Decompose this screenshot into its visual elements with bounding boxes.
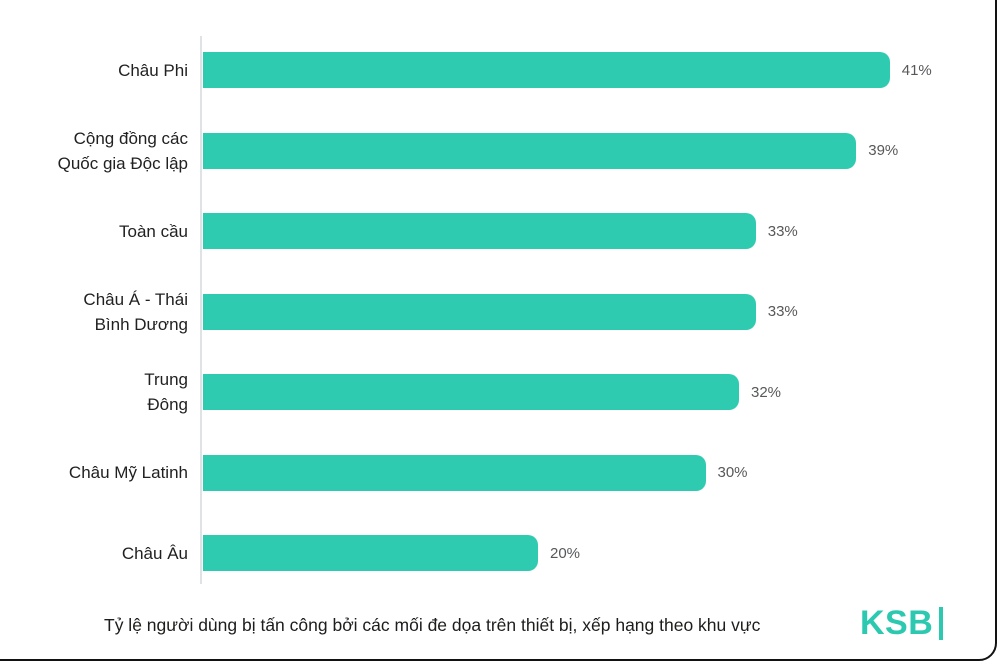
bar-area: 39% — [201, 132, 970, 169]
bar — [203, 535, 538, 572]
category-label: Châu Á - Thái Bình Dương — [83, 289, 188, 334]
bar-row: Châu Á - Thái Bình Dương 33% — [0, 272, 970, 353]
bar-row: Châu Âu 20% — [0, 513, 970, 594]
category-label: Cộng đồng các Quốc gia Độc lập — [57, 128, 188, 173]
ksb-logo-text: KSB — [860, 604, 934, 642]
bar-chart: Châu Phi 41% Cộng đồng các Quốc gia Độc lậ… — [0, 30, 970, 594]
bar — [203, 454, 706, 491]
bar-row: Châu Mỹ Latinh 30% — [0, 433, 970, 514]
bar-area: 32% — [201, 374, 970, 411]
value-label: 30% — [717, 464, 748, 482]
category-label: Toàn cầu — [119, 221, 188, 241]
bar-row: Trung Đông 32% — [0, 352, 970, 433]
bar — [203, 52, 890, 89]
value-label: 20% — [550, 544, 581, 562]
value-label: 33% — [767, 222, 798, 240]
bar-area: 41% — [201, 52, 970, 89]
value-label: 41% — [901, 61, 932, 79]
bar — [203, 132, 857, 169]
value-label: 39% — [868, 142, 899, 160]
bar-row: Châu Phi 41% — [0, 30, 970, 111]
bar — [203, 213, 756, 250]
bar — [203, 293, 756, 330]
value-label: 33% — [767, 303, 798, 321]
bar-row: Cộng đồng các Quốc gia Độc lập 39% — [0, 111, 970, 192]
category-label: Châu Phi — [118, 60, 188, 80]
category-label: Trung Đông — [144, 370, 188, 415]
chart-caption: Tỷ lệ người dùng bị tấn công bởi các mối… — [104, 615, 761, 635]
bar — [203, 374, 739, 411]
bar-rows: Châu Phi 41% Cộng đồng các Quốc gia Độc lậ… — [0, 30, 970, 594]
bar-area: 33% — [201, 293, 970, 330]
bar-row: Toàn cầu 33% — [0, 191, 970, 272]
category-label: Châu Mỹ Latinh — [68, 463, 188, 483]
value-label: 32% — [751, 383, 782, 401]
logo-cursor-icon — [939, 607, 944, 640]
y-axis-line — [200, 36, 202, 584]
category-label: Châu Âu — [121, 543, 188, 563]
bar-area: 30% — [201, 454, 970, 491]
ksb-logo: KSB — [860, 604, 944, 643]
bar-area: 33% — [201, 213, 970, 250]
bar-area: 20% — [201, 535, 970, 572]
